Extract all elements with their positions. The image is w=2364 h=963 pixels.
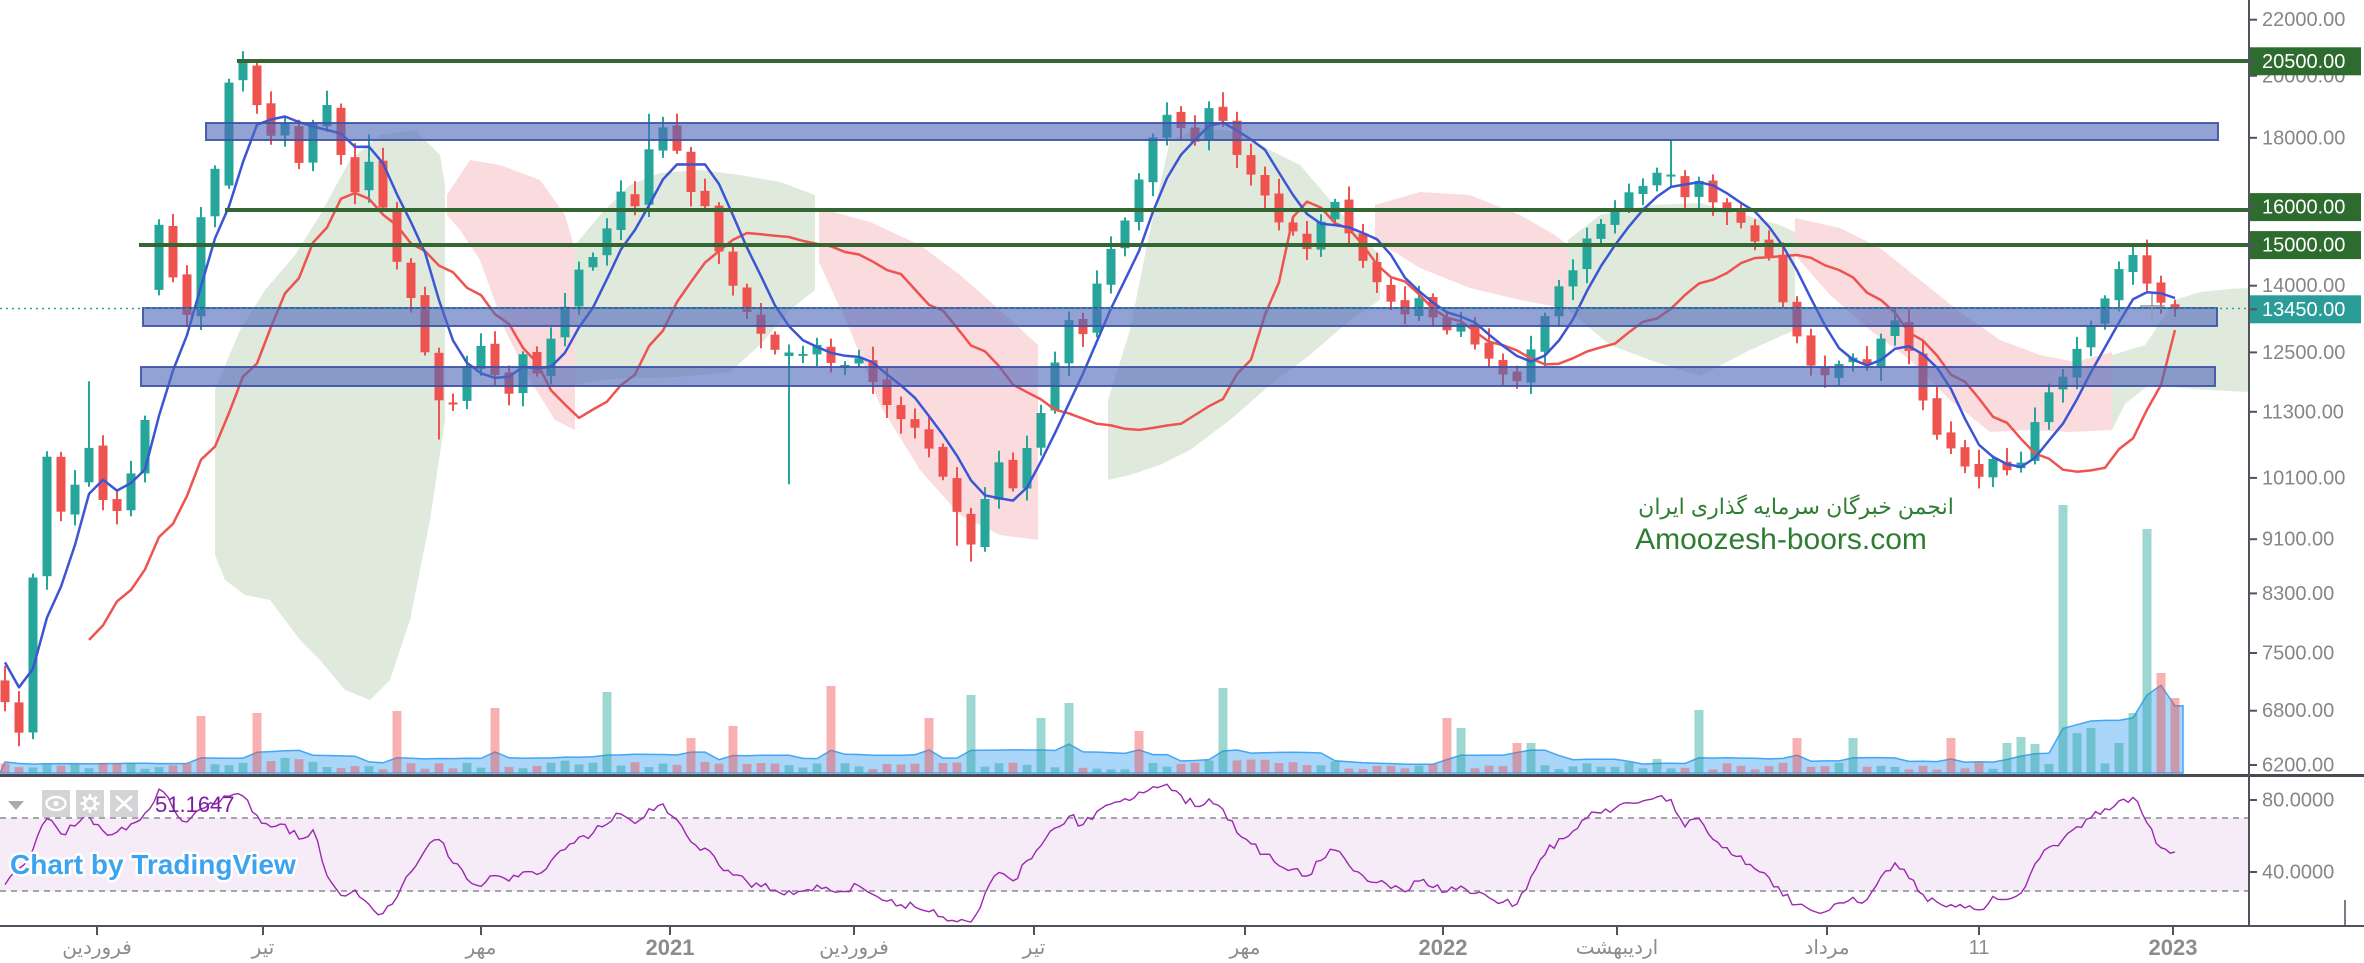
svg-text:22000.00: 22000.00 (2262, 9, 2345, 31)
svg-text:2022: 2022 (1419, 935, 1468, 960)
svg-text:40.0000: 40.0000 (2262, 862, 2334, 884)
svg-text:8300.00: 8300.00 (2262, 583, 2334, 605)
svg-text:2023: 2023 (2149, 935, 2198, 960)
svg-text:2021: 2021 (646, 935, 695, 960)
svg-text:11: 11 (1969, 937, 1990, 959)
svg-text:6800.00: 6800.00 (2262, 700, 2334, 722)
svg-text:Chart by TradingView: Chart by TradingView (10, 849, 296, 880)
svg-text:14000.00: 14000.00 (2262, 275, 2345, 297)
svg-text:فروردین: فروردین (62, 937, 132, 959)
svg-text:تیر: تیر (251, 937, 275, 959)
svg-text:20500.00: 20500.00 (2262, 51, 2345, 73)
svg-text:تیر: تیر (1022, 937, 1046, 959)
svg-text:15000.00: 15000.00 (2262, 235, 2345, 257)
svg-text:اردیبهشت: اردیبهشت (1576, 937, 1658, 959)
svg-text:انجمن خبرگان سرمایه گذاری ایرا: انجمن خبرگان سرمایه گذاری ایران (1638, 494, 1954, 519)
svg-text:9100.00: 9100.00 (2262, 529, 2334, 551)
svg-text:Amoozesh-boors.com: Amoozesh-boors.com (1635, 523, 1927, 556)
svg-text:6200.00: 6200.00 (2262, 755, 2334, 777)
svg-text:18000.00: 18000.00 (2262, 127, 2345, 149)
svg-text:مهر: مهر (1229, 937, 1261, 959)
svg-text:فروردین: فروردین (819, 937, 889, 959)
svg-text:51.1647: 51.1647 (155, 792, 235, 817)
svg-text:مهر: مهر (465, 937, 497, 959)
svg-text:مرداد: مرداد (1804, 937, 1849, 959)
svg-text:7500.00: 7500.00 (2262, 643, 2334, 665)
svg-text:10100.00: 10100.00 (2262, 467, 2345, 489)
svg-text:13450.00: 13450.00 (2262, 299, 2345, 321)
svg-text:16000.00: 16000.00 (2262, 197, 2345, 219)
svg-text:80.0000: 80.0000 (2262, 790, 2334, 812)
svg-text:12500.00: 12500.00 (2262, 342, 2345, 364)
svg-text:11300.00: 11300.00 (2262, 401, 2344, 423)
